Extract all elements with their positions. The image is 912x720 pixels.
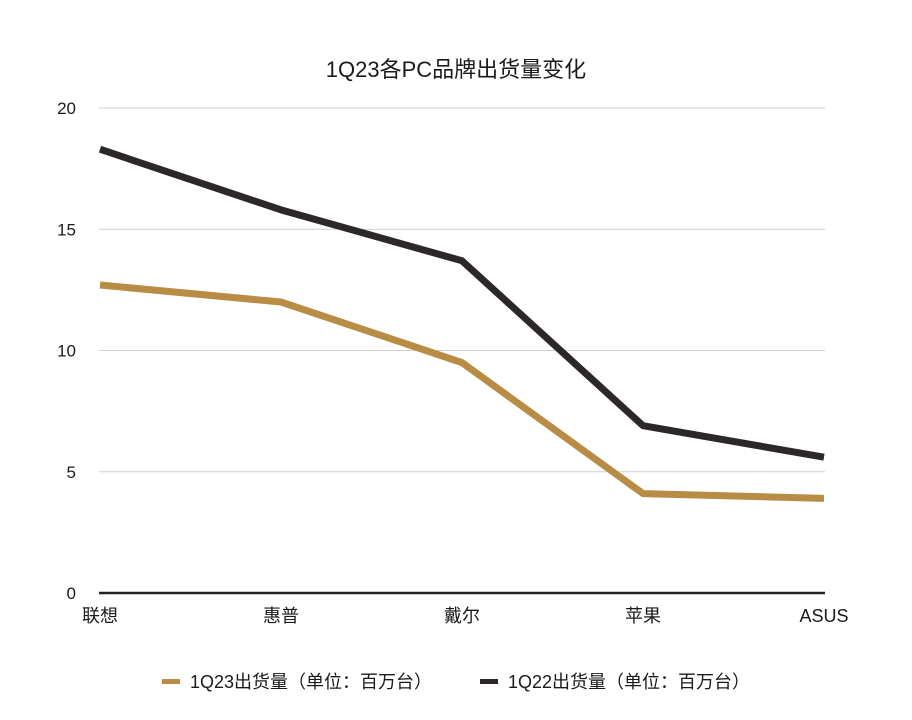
line-chart: 0 5 10 15 20 联想 惠普 戴尔 苹果 ASUS <box>57 99 849 626</box>
x-tick-label: 惠普 <box>263 606 299 626</box>
gridlines <box>99 107 825 473</box>
x-tick-label: ASUS <box>799 606 848 626</box>
legend-item-1q22[interactable]: 1Q22出货量（单位：百万台） <box>480 668 750 694</box>
x-axis-ticks: 联想 惠普 戴尔 苹果 ASUS <box>82 606 849 626</box>
y-tick-label: 10 <box>57 342 76 361</box>
series-line-0 <box>99 281 825 502</box>
legend-label: 1Q22出货量（单位：百万台） <box>508 672 751 692</box>
y-axis-ticks: 0 5 10 15 20 <box>57 99 76 603</box>
x-tick-label: 戴尔 <box>444 606 480 626</box>
legend: 1Q23出货量（单位：百万台） 1Q22出货量（单位：百万台） <box>0 668 912 694</box>
y-tick-label: 15 <box>57 220 76 239</box>
y-tick-label: 5 <box>67 463 76 482</box>
x-tick-label: 联想 <box>82 606 118 626</box>
legend-label: 1Q23出货量（单位：百万台） <box>189 672 432 692</box>
legend-swatch-black <box>480 678 498 684</box>
x-tick-label: 苹果 <box>625 606 661 626</box>
series-line-1 <box>98 145 825 461</box>
legend-item-1q23[interactable]: 1Q23出货量（单位：百万台） <box>161 668 432 694</box>
legend-swatch-gold <box>161 678 180 684</box>
series-lines <box>98 145 825 502</box>
y-tick-label: 0 <box>67 584 76 603</box>
y-tick-label: 20 <box>57 99 76 118</box>
chart-title: 1Q23各PC品牌出货量变化 <box>325 57 587 82</box>
